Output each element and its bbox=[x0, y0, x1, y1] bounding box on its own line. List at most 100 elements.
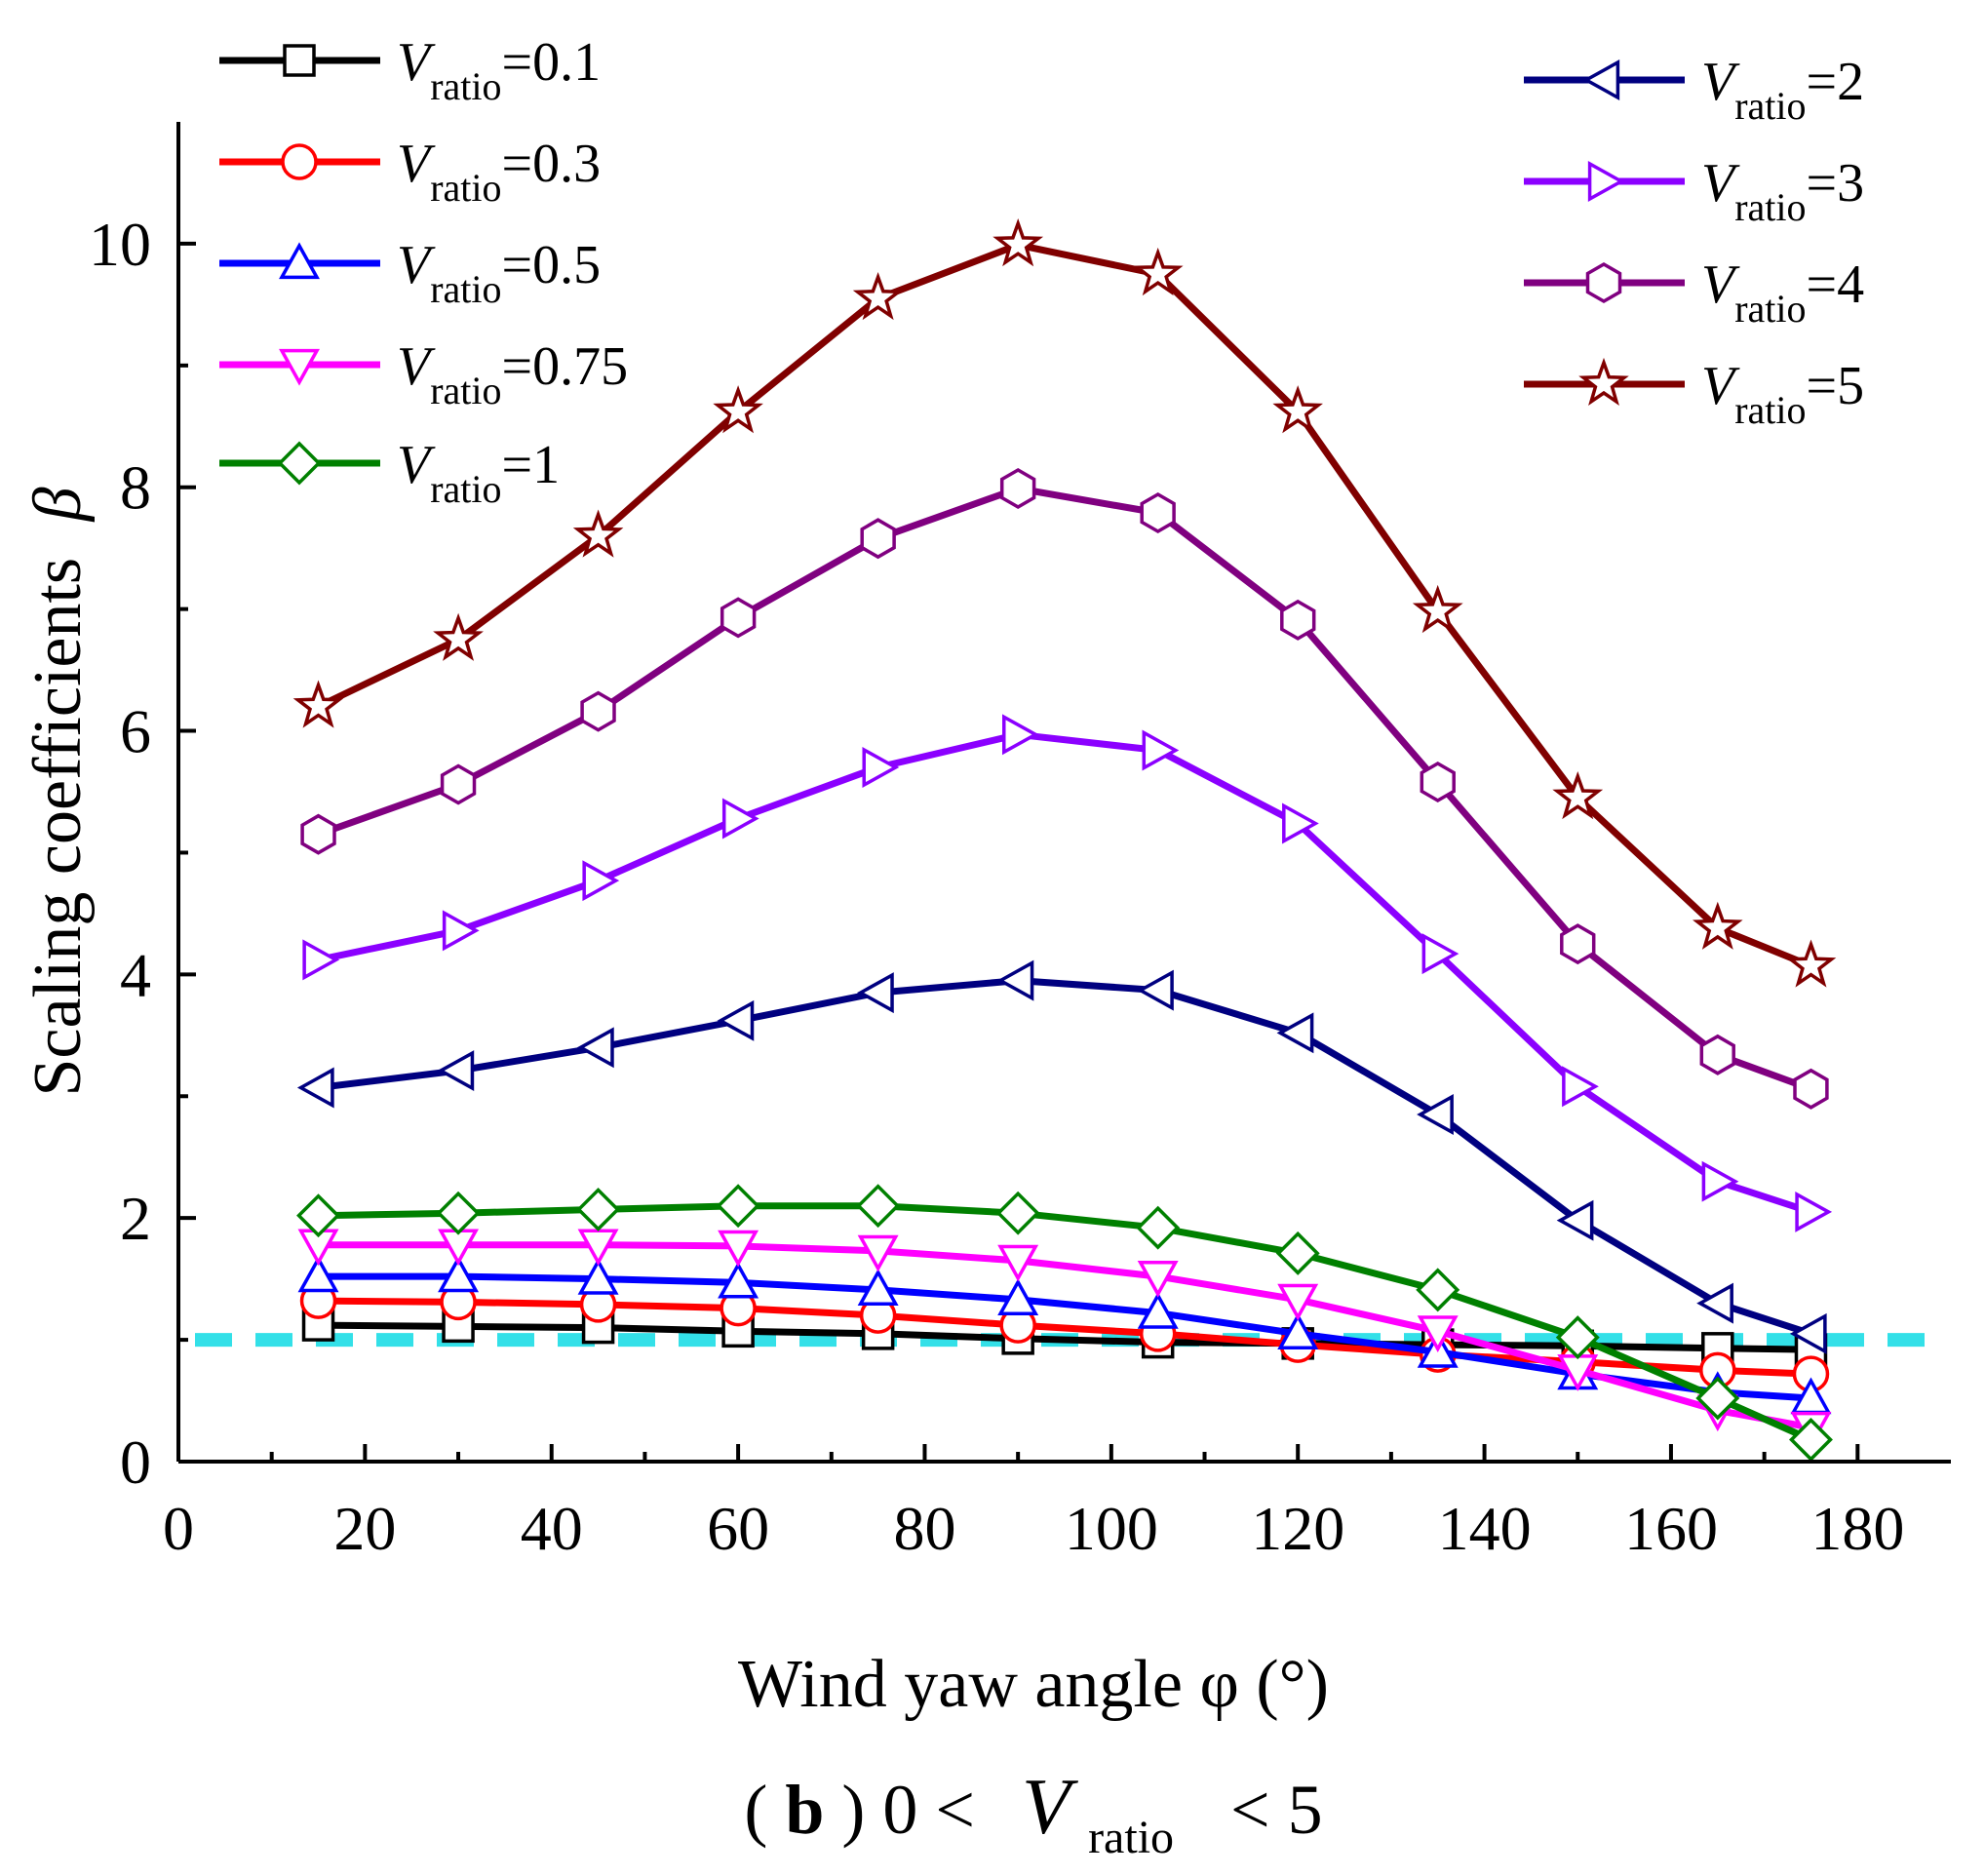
legend-var: V bbox=[397, 336, 436, 397]
x-tick-label: 20 bbox=[333, 1494, 396, 1563]
data-point bbox=[572, 509, 624, 558]
y-axis-title-symbol: β bbox=[20, 487, 96, 523]
data-point bbox=[1421, 933, 1460, 975]
x-axis-title: Wind yaw angle φ (°) bbox=[738, 1647, 1329, 1722]
legend-sub: ratio bbox=[430, 467, 501, 511]
ticks-layer: 0 20 40 60 80 100 120 140 160 180 0 2 4 6 8 10 bbox=[89, 210, 1904, 1563]
data-point bbox=[716, 1184, 760, 1229]
legend-value: =4 bbox=[1807, 254, 1865, 315]
data-point bbox=[857, 972, 894, 1014]
legend-var: V bbox=[1701, 254, 1740, 315]
data-point bbox=[1789, 1312, 1827, 1354]
legend-value: =1 bbox=[502, 435, 561, 495]
data-point bbox=[297, 1255, 339, 1293]
legend-label: Vratio=0.5 bbox=[397, 235, 601, 311]
legend-entry-4: Vratio=1 bbox=[219, 435, 560, 511]
data-point bbox=[1280, 599, 1316, 641]
data-point bbox=[1417, 1315, 1459, 1352]
data-point bbox=[577, 1258, 619, 1295]
series-line bbox=[318, 977, 1812, 1338]
x-tick-label: 60 bbox=[707, 1494, 769, 1563]
caption-tail: < 5 bbox=[1230, 1771, 1323, 1849]
legend-marker bbox=[1585, 261, 1622, 304]
legend-label: Vratio=0.1 bbox=[397, 32, 601, 108]
legend-sub: ratio bbox=[1734, 185, 1806, 229]
legend-label: Vratio=3 bbox=[1701, 153, 1864, 229]
data-point bbox=[1788, 1418, 1833, 1462]
legend-entry-5: Vratio=2 bbox=[1524, 52, 1864, 128]
x-tick-label: 180 bbox=[1810, 1494, 1904, 1563]
legend-value: =0.75 bbox=[502, 336, 629, 397]
legend-marker bbox=[277, 441, 322, 486]
legend-var: V bbox=[1701, 52, 1740, 112]
data-point bbox=[1277, 1312, 1319, 1349]
data-point bbox=[1795, 1191, 1833, 1232]
figure-caption: ( b ) 0 < V ratio < 5 bbox=[744, 1762, 1322, 1868]
data-point bbox=[300, 813, 336, 855]
data-point bbox=[720, 597, 757, 639]
data-point bbox=[1699, 1034, 1735, 1075]
y-tick-label: 0 bbox=[120, 1427, 151, 1497]
svg-text:Scaling coefficients β: Scaling coefficients β bbox=[20, 487, 96, 1096]
series-line bbox=[316, 241, 1812, 969]
series-line bbox=[318, 1297, 1811, 1378]
legend-value: =3 bbox=[1807, 153, 1865, 214]
caption-sub: ratio bbox=[1088, 1812, 1174, 1863]
legend-sub: ratio bbox=[1734, 388, 1806, 432]
legend-var: V bbox=[1701, 153, 1740, 214]
legend-value: =0.1 bbox=[502, 32, 602, 93]
data-point bbox=[857, 1234, 899, 1272]
data-point bbox=[997, 1278, 1039, 1316]
legend-value: =0.3 bbox=[502, 134, 602, 194]
legend-marker bbox=[279, 242, 320, 280]
data-point bbox=[857, 1269, 899, 1307]
series-line bbox=[318, 1241, 1812, 1431]
legend-entry-2: Vratio=0.5 bbox=[219, 235, 601, 311]
legend-entry-7: Vratio=4 bbox=[1524, 254, 1864, 331]
series-layer bbox=[292, 217, 1837, 1462]
legend-label: Vratio=0.3 bbox=[397, 134, 601, 210]
data-point bbox=[582, 860, 620, 902]
legend-label: Vratio=2 bbox=[1701, 52, 1864, 128]
legend-entry-1: Vratio=0.3 bbox=[219, 134, 601, 210]
y-tick-label: 6 bbox=[120, 697, 151, 766]
data-point bbox=[296, 1193, 341, 1238]
data-point bbox=[1277, 1283, 1319, 1321]
legend-value: =2 bbox=[1807, 52, 1865, 112]
series-5 bbox=[296, 959, 1827, 1354]
data-point bbox=[997, 1244, 1039, 1282]
data-point bbox=[995, 1191, 1040, 1235]
data-point bbox=[1136, 1205, 1181, 1250]
data-point bbox=[718, 1230, 759, 1268]
legend-entry-0: Vratio=0.1 bbox=[219, 32, 601, 108]
data-point bbox=[718, 1261, 759, 1299]
data-point bbox=[1137, 1260, 1179, 1298]
data-point bbox=[1552, 771, 1604, 820]
series-8 bbox=[292, 217, 1837, 988]
series-line bbox=[317, 485, 1812, 1093]
y-tick-label: 10 bbox=[89, 210, 151, 279]
data-point bbox=[996, 959, 1034, 1001]
legend-marker bbox=[279, 348, 320, 386]
data-point bbox=[442, 910, 480, 952]
caption-prefix: ( bbox=[744, 1771, 767, 1849]
legend-sub: ratio bbox=[430, 369, 501, 412]
data-point bbox=[1555, 1315, 1600, 1360]
y-tick-label: 2 bbox=[120, 1184, 151, 1253]
data-point bbox=[717, 999, 755, 1041]
data-point bbox=[992, 217, 1044, 267]
series-6 bbox=[302, 714, 1833, 1232]
x-tick-label: 160 bbox=[1624, 1494, 1718, 1563]
data-point bbox=[721, 798, 759, 840]
data-point bbox=[860, 518, 896, 560]
data-point bbox=[1556, 1199, 1594, 1241]
legend: Vratio=0.1Vratio=0.3Vratio=0.5Vratio=0.7… bbox=[219, 32, 1864, 511]
data-point bbox=[1560, 923, 1596, 965]
data-point bbox=[1412, 584, 1463, 634]
data-point bbox=[1701, 1160, 1739, 1202]
data-point bbox=[852, 271, 904, 321]
data-point bbox=[1417, 1094, 1454, 1135]
legend-sub: ratio bbox=[430, 267, 501, 311]
legend-marker bbox=[1578, 357, 1629, 406]
legend-value: =0.5 bbox=[502, 235, 602, 295]
